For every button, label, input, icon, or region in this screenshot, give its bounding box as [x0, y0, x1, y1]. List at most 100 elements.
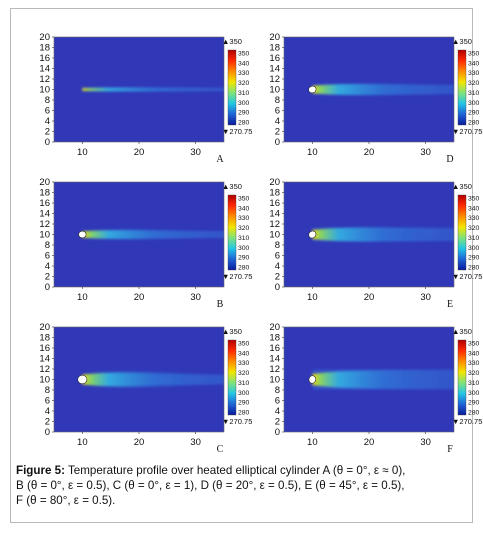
- colorbar: ▲350 350 340 330 320 310 300 290 280▼270.75: [452, 182, 482, 281]
- wake-layer: [82, 87, 224, 92]
- colorbar-tick-label: 300: [468, 100, 480, 107]
- y-tick-label: 4: [275, 406, 280, 417]
- y-tick-label: 16: [269, 198, 280, 209]
- y-tick-label: 10: [269, 230, 280, 241]
- colorbar-tick-label: 290: [468, 110, 480, 117]
- wake-layer: [82, 372, 224, 387]
- colorbar-tick-label: 320: [238, 225, 250, 232]
- panel-letter: D: [446, 154, 453, 165]
- y-tick-label: 6: [275, 106, 280, 117]
- colorbar-min-label: ▼270.75: [452, 272, 482, 281]
- y-tick-label: 10: [269, 375, 280, 386]
- colorbar-max-label: ▲350: [452, 182, 472, 191]
- y-tick-label: 20: [269, 322, 280, 333]
- y-tick-label: 20: [39, 322, 50, 333]
- colorbar-max-label: ▲350: [222, 327, 242, 336]
- colorbar-tick-label: 280: [468, 410, 480, 417]
- colorbar: ▲350 350 340 330 320 310 300 290 280▼270.75: [452, 37, 482, 136]
- colorbar-min-label: ▼270.75: [222, 127, 252, 136]
- colorbar-tick-label: 310: [238, 90, 250, 97]
- colorbar-tick-label: 310: [468, 90, 480, 97]
- colorbar-tick-label: 330: [468, 360, 480, 367]
- y-tick-label: 8: [275, 240, 280, 251]
- wake-plume: [82, 372, 224, 387]
- y-tick-label: 16: [39, 198, 50, 209]
- colorbar-tick-label: 330: [238, 70, 250, 77]
- panel-D: 20 18 16 14 12 10 8 6 4 2 0 10 20 30 D ▲350 350 340 330 320…: [250, 30, 482, 180]
- colorbar-tick-label: 310: [468, 235, 480, 242]
- colorbar-tick-label: 290: [238, 255, 250, 262]
- y-tick-label: 0: [275, 137, 280, 148]
- wake-plume: [312, 83, 454, 96]
- y-tick-label: 4: [45, 261, 50, 272]
- panel-B: 20 18 16 14 12 10 8 6 4 2 0 10 20 30 B ▲350 350 340 330 320…: [20, 175, 252, 325]
- colorbar: ▲350 350 340 330 320 310 300 290 280▼270.75: [222, 37, 252, 136]
- wake-plume: [82, 87, 224, 92]
- caption-line-3: F (θ = 80°, ε = 0.5).: [16, 494, 116, 507]
- x-tick-label: 10: [77, 292, 88, 303]
- colorbar-tick-label: 330: [238, 215, 250, 222]
- cylinder: [77, 374, 88, 385]
- colorbar-tick-label: 280: [468, 120, 480, 127]
- y-tick-label: 6: [275, 396, 280, 407]
- y-tick-label: 8: [45, 385, 50, 396]
- panel-E: 20 18 16 14 12 10 8 6 4 2 0 10 20 30 E ▲350 350 340 330 320…: [250, 175, 482, 325]
- y-tick-label: 14: [269, 354, 280, 365]
- y-tick-label: 2: [45, 417, 50, 428]
- y-tick-label: 6: [45, 106, 50, 117]
- colorbar-tick-label: 320: [468, 225, 480, 232]
- colorbar-min-label: ▼270.75: [452, 417, 482, 426]
- y-tick-label: 8: [275, 95, 280, 106]
- y-tick-label: 8: [45, 240, 50, 251]
- figure-caption: Figure 5: Temperature profile over heate…: [16, 463, 466, 508]
- x-tick-label: 30: [190, 437, 201, 448]
- colorbar-tick-label: 300: [238, 390, 250, 397]
- colorbar-tick-label: 280: [468, 265, 480, 272]
- y-tick-label: 12: [39, 74, 50, 85]
- colorbar-scale: [227, 49, 237, 126]
- colorbar-scale: [457, 49, 467, 126]
- panel-letter: F: [447, 444, 453, 455]
- wake-layer: [82, 229, 224, 240]
- y-tick-label: 4: [45, 406, 50, 417]
- x-tick-label: 20: [364, 292, 375, 303]
- y-tick-label: 18: [39, 333, 50, 344]
- colorbar-min-label: ▼270.75: [222, 272, 252, 281]
- colorbar: ▲350 350 340 330 320 310 300 290 280▼270.75: [222, 327, 252, 426]
- y-tick-label: 0: [45, 427, 50, 438]
- colorbar: ▲350 350 340 330 320 310 300 290 280▼270.75: [222, 182, 252, 281]
- y-tick-label: 14: [39, 354, 50, 365]
- panel-A: 20 18 16 14 12 10 8 6 4 2 0 10 20 30 A ▲350 350 340 330 320…: [20, 30, 252, 180]
- colorbar-tick-label: 340: [238, 205, 250, 212]
- cylinder: [308, 375, 317, 384]
- x-tick-label: 20: [134, 147, 145, 158]
- panel-letter: E: [447, 299, 453, 310]
- y-tick-label: 2: [45, 127, 50, 138]
- x-tick-label: 30: [420, 292, 431, 303]
- caption-line-2: B (θ = 0°, ε = 0.5), C (θ = 0°, ε = 1), …: [16, 479, 405, 492]
- y-tick-label: 12: [39, 364, 50, 375]
- colorbar-min-label: ▼270.75: [452, 127, 482, 136]
- wake-layer: [312, 227, 454, 242]
- colorbar-tick-label: 340: [238, 60, 250, 67]
- caption-line-1: Temperature profile over heated elliptic…: [67, 464, 406, 477]
- y-tick-label: 2: [275, 417, 280, 428]
- y-tick-label: 2: [275, 127, 280, 138]
- y-tick-label: 2: [275, 272, 280, 283]
- colorbar-tick-label: 320: [238, 80, 250, 87]
- x-tick-label: 10: [307, 437, 318, 448]
- colorbar-tick-label: 340: [468, 205, 480, 212]
- panel-letter: B: [217, 299, 224, 310]
- x-tick-label: 10: [77, 147, 88, 158]
- panel-letter: A: [216, 154, 224, 165]
- x-tick-label: 30: [190, 292, 201, 303]
- colorbar-tick-label: 280: [238, 410, 250, 417]
- x-tick-label: 10: [307, 147, 318, 158]
- colorbar-min-label: ▼270.75: [222, 417, 252, 426]
